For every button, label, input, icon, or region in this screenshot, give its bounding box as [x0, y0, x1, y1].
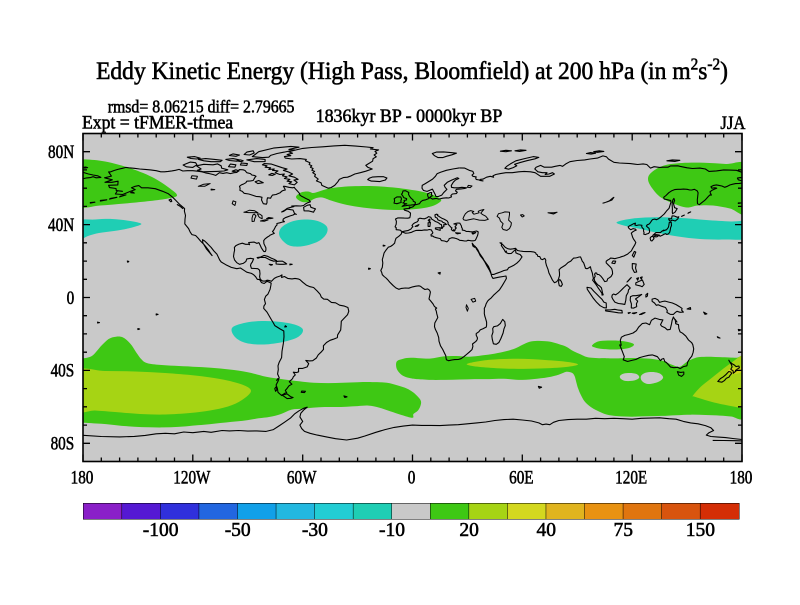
svg-text:-30: -30 — [302, 520, 328, 541]
svg-text:JJA: JJA — [720, 112, 745, 133]
svg-text:-100: -100 — [143, 520, 179, 541]
svg-text:75: 75 — [614, 520, 634, 541]
svg-text:0: 0 — [67, 287, 75, 308]
svg-text:Expt = tFMER-tfmea: Expt = tFMER-tfmea — [82, 112, 233, 133]
svg-text:180: 180 — [71, 467, 94, 488]
svg-text:150: 150 — [686, 520, 715, 541]
svg-text:-10: -10 — [379, 520, 405, 541]
svg-text:80N: 80N — [48, 141, 75, 162]
svg-text:60W: 60W — [287, 467, 317, 488]
svg-text:20: 20 — [459, 520, 479, 541]
svg-text:40N: 40N — [48, 214, 75, 235]
svg-text:120W: 120W — [173, 467, 211, 488]
svg-text:1836kyr BP - 0000kyr BP: 1836kyr BP - 0000kyr BP — [316, 106, 503, 127]
svg-text:60E: 60E — [509, 467, 533, 488]
svg-text:-50: -50 — [225, 520, 251, 541]
svg-text:80S: 80S — [51, 433, 75, 454]
svg-text:rmsd= 8.06215 diff= 2.79665: rmsd= 8.06215 diff= 2.79665 — [108, 97, 295, 117]
svg-text:180: 180 — [730, 467, 753, 488]
svg-text:40S: 40S — [51, 360, 75, 381]
svg-text:40: 40 — [536, 520, 556, 541]
svg-text:120E: 120E — [615, 467, 647, 488]
svg-text:0: 0 — [408, 467, 416, 488]
svg-text:Eddy Kinetic Energy (High Pass: Eddy Kinetic Energy (High Pass, Bloomfie… — [96, 56, 728, 85]
